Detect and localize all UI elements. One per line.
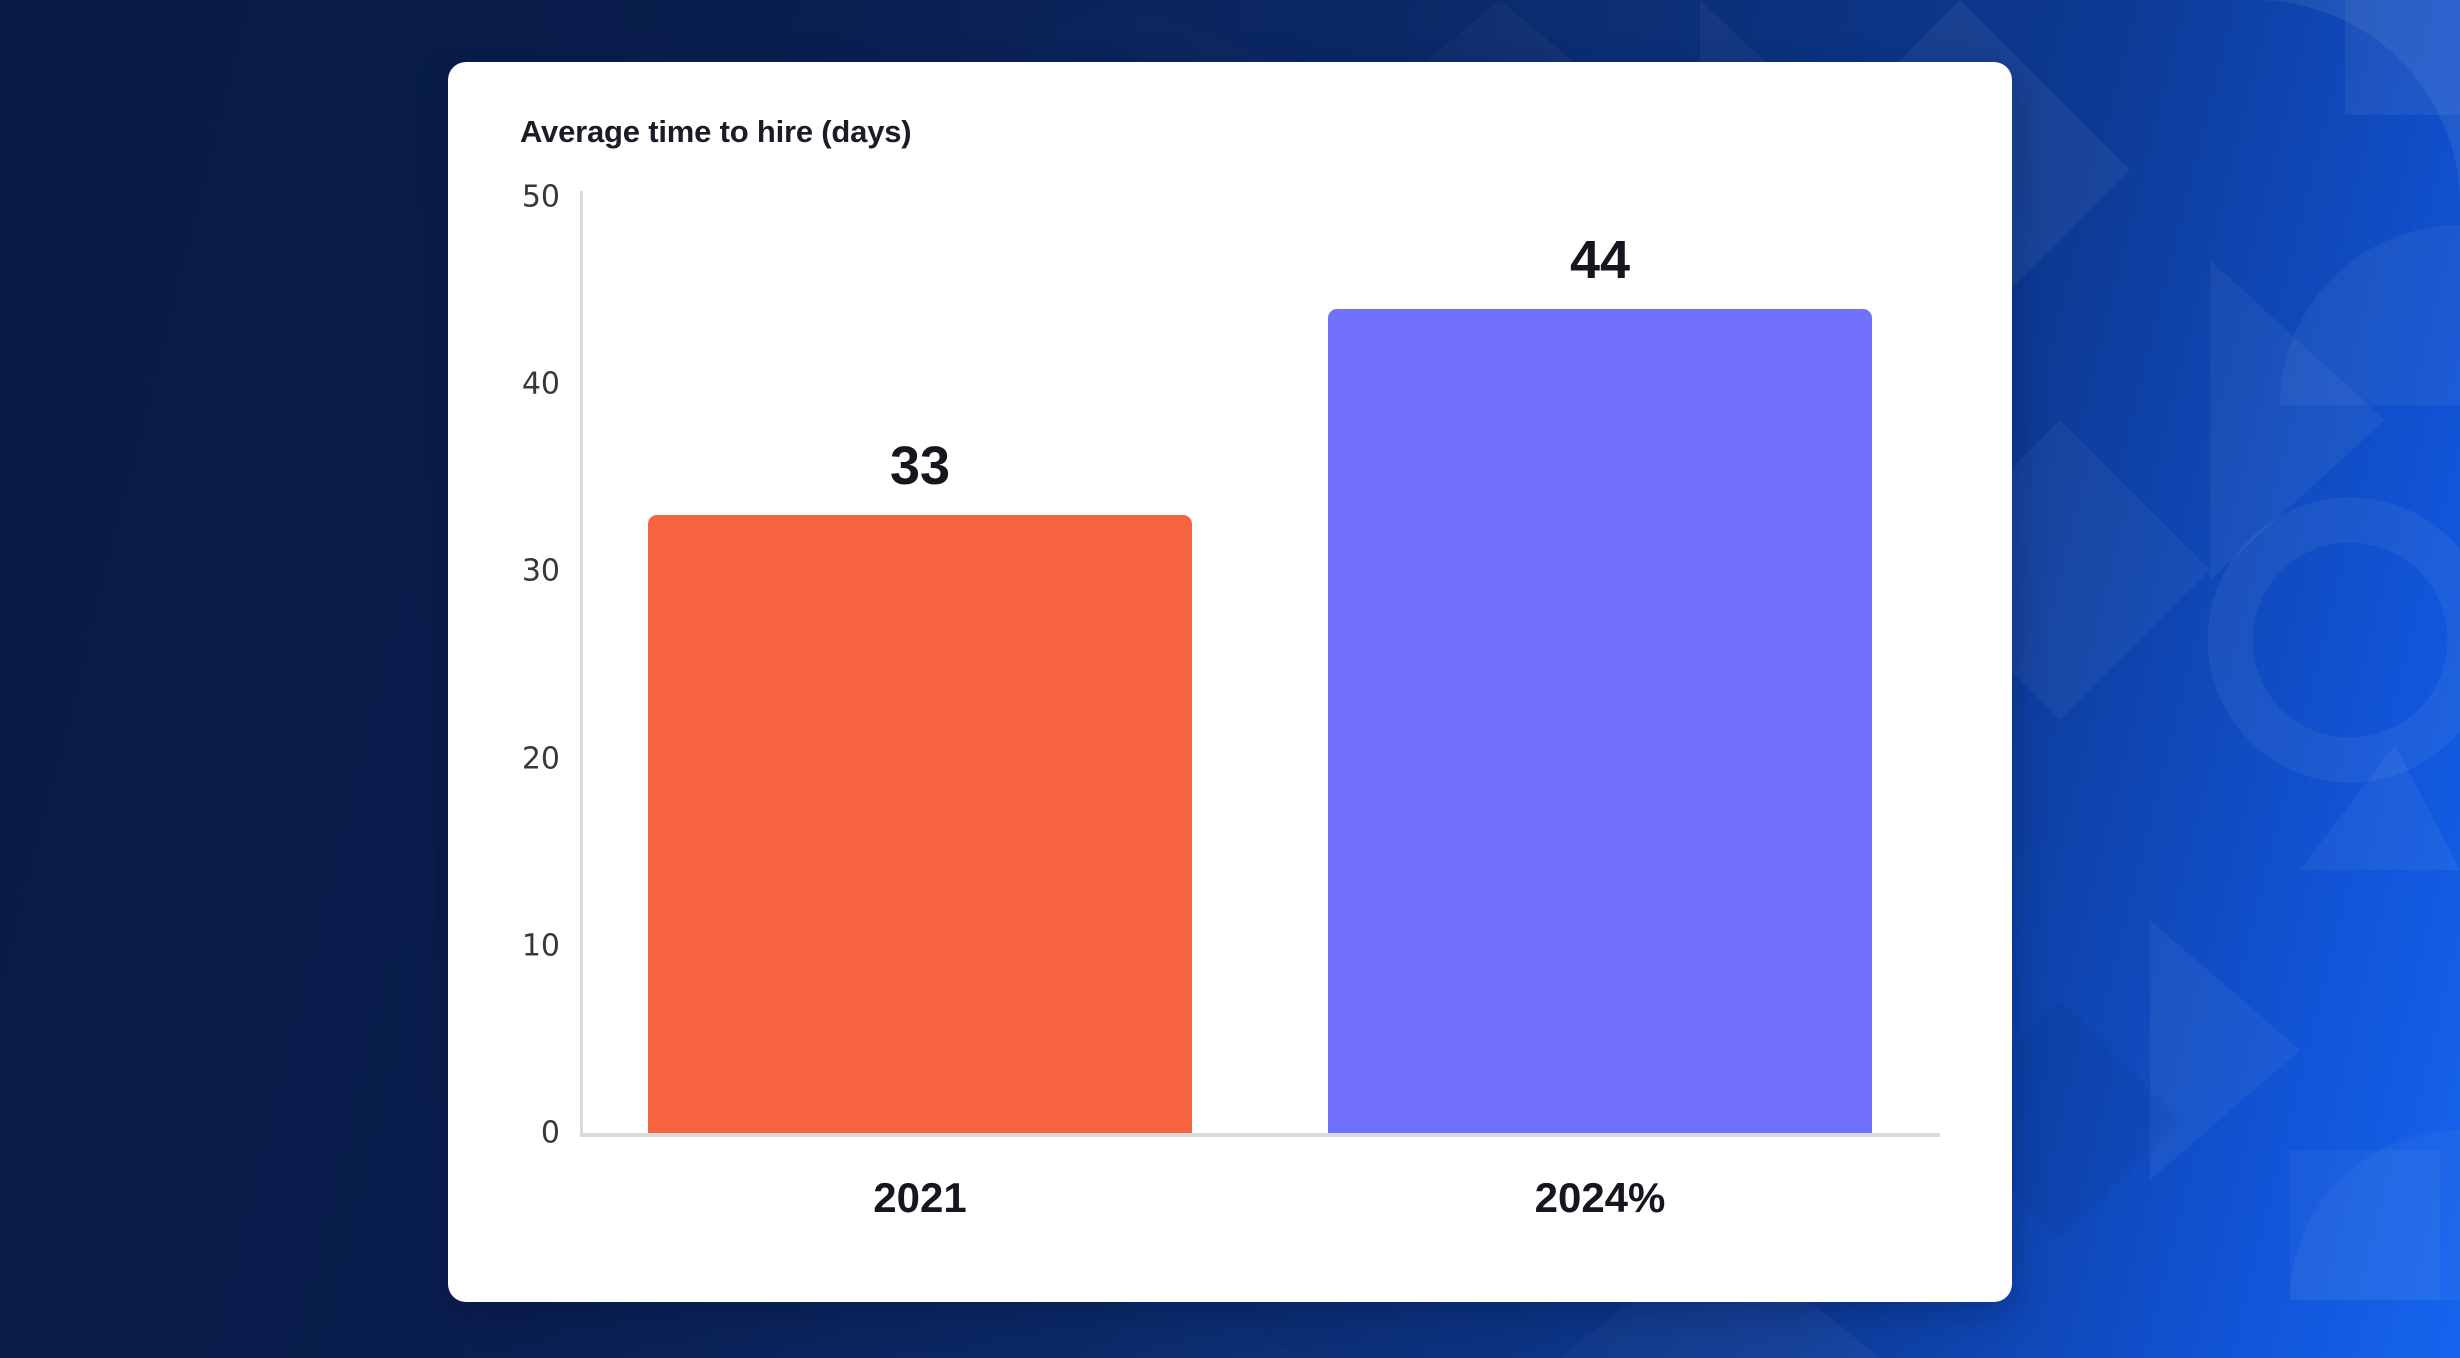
y-tick-label: 50 (521, 179, 560, 215)
chart-card: Average time to hire (days) 0 10 20 30 40 50 … (448, 62, 2012, 1302)
bar-2024% (1328, 309, 1872, 1133)
y-tick-label: 20 (521, 741, 560, 777)
y-tick-label: 40 (521, 366, 560, 402)
bar-chart-plot-area: 0 10 20 30 40 50 33 44 2021 2024% (522, 180, 1940, 1219)
bar-value-label: 44 (1569, 230, 1631, 291)
x-axis-label: 2024% (1534, 1174, 1666, 1221)
bar-value-label: 33 (889, 436, 951, 497)
x-axis-line (580, 1133, 1940, 1137)
y-tick-label: 10 (521, 928, 560, 964)
y-axis-line (580, 191, 583, 1133)
bar-2021 (648, 515, 1192, 1133)
y-tick-label: 0 (540, 1115, 560, 1151)
x-axis-label: 2021 (873, 1174, 967, 1221)
chart-title: Average time to hire (days) (520, 114, 912, 149)
y-tick-label: 30 (521, 553, 560, 589)
